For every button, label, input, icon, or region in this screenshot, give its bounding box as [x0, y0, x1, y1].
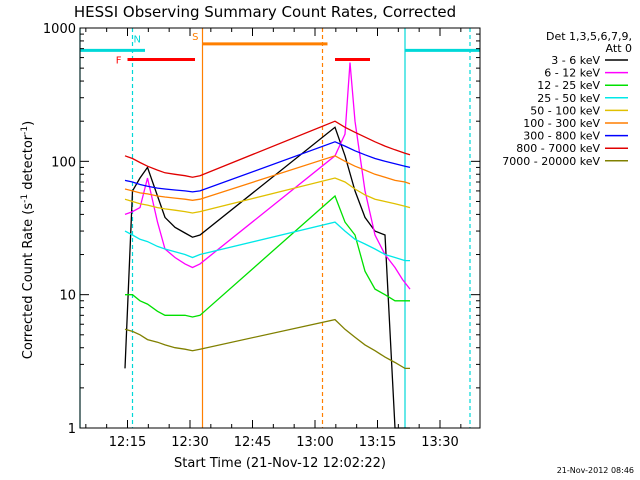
legend-label-8: 7000 - 20000 keV [502, 155, 600, 168]
flag-label-N: N [134, 34, 141, 45]
legend-label-1: 6 - 12 keV [544, 67, 600, 80]
series-line-0 [124, 126, 410, 429]
legend-label-0: 3 - 6 keV [551, 54, 600, 67]
flag-label-F: F [116, 56, 122, 67]
series-line-8 [124, 318, 410, 370]
x-tick-label-4: 13:15 [359, 435, 396, 450]
y-tick-label-3: 1000 [43, 22, 76, 37]
y-axis-label-end: ) [21, 121, 36, 126]
series-line-6 [124, 141, 411, 193]
y-axis-label-main: Corrected Count Rate (s [21, 203, 36, 360]
axis-frame [79, 27, 481, 429]
legend-header-line2: Att 0 [606, 42, 632, 55]
chart-title: HESSI Observing Summary Count Rates, Cor… [74, 3, 456, 21]
y-tick-label-2: 100 [51, 155, 76, 170]
y-axis-label-exp2: -1 [20, 126, 30, 135]
x-tick-label-5: 13:30 [421, 435, 458, 450]
y-tick-label-1: 10 [59, 289, 76, 304]
legend-label-3: 25 - 50 keV [537, 92, 600, 105]
legend-header-line1: Det 1,3,5,6,7,9, [546, 30, 632, 43]
date-stamp: 21-Nov-2012 08:46 [557, 466, 634, 475]
x-tick-label-3: 13:00 [296, 435, 333, 450]
x-tick-label-0: 12:15 [109, 435, 146, 450]
x-tick-label-1: 12:30 [171, 435, 208, 450]
series-line-3 [124, 221, 410, 262]
plot-area: N S F [79, 28, 480, 429]
y-tick-label-0: 1 [68, 422, 76, 437]
series-line-2 [125, 194, 410, 318]
series-line-1 [124, 62, 411, 290]
axes: 12:15 12:30 12:45 13:00 13:15 13:30 1 10 100 1000 [43, 22, 481, 450]
flag-label-S: S [192, 32, 198, 43]
legend-label-2: 12 - 25 keV [537, 79, 600, 92]
x-axis-label: Start Time (21-Nov-12 12:02:22) [174, 456, 386, 471]
x-tick-label-2: 12:45 [234, 435, 271, 450]
y-axis-label-mid: detector [21, 134, 36, 194]
legend-label-5: 100 - 300 keV [523, 117, 600, 130]
svg-text:Corrected Count Rate (s-1 dete: Corrected Count Rate (s-1 detector-1) [20, 121, 36, 359]
legend-label-6: 300 - 800 keV [523, 130, 600, 143]
series-line-4 [124, 177, 411, 214]
legend-label-4: 50 - 100 keV [530, 104, 600, 117]
series-line-5 [124, 155, 411, 201]
y-axis-label-exp1: -1 [20, 194, 30, 203]
series-line-7 [124, 120, 411, 178]
legend-label-7: 800 - 7000 keV [516, 142, 600, 155]
y-axis-label: Corrected Count Rate (s-1 detector-1) [20, 121, 36, 359]
